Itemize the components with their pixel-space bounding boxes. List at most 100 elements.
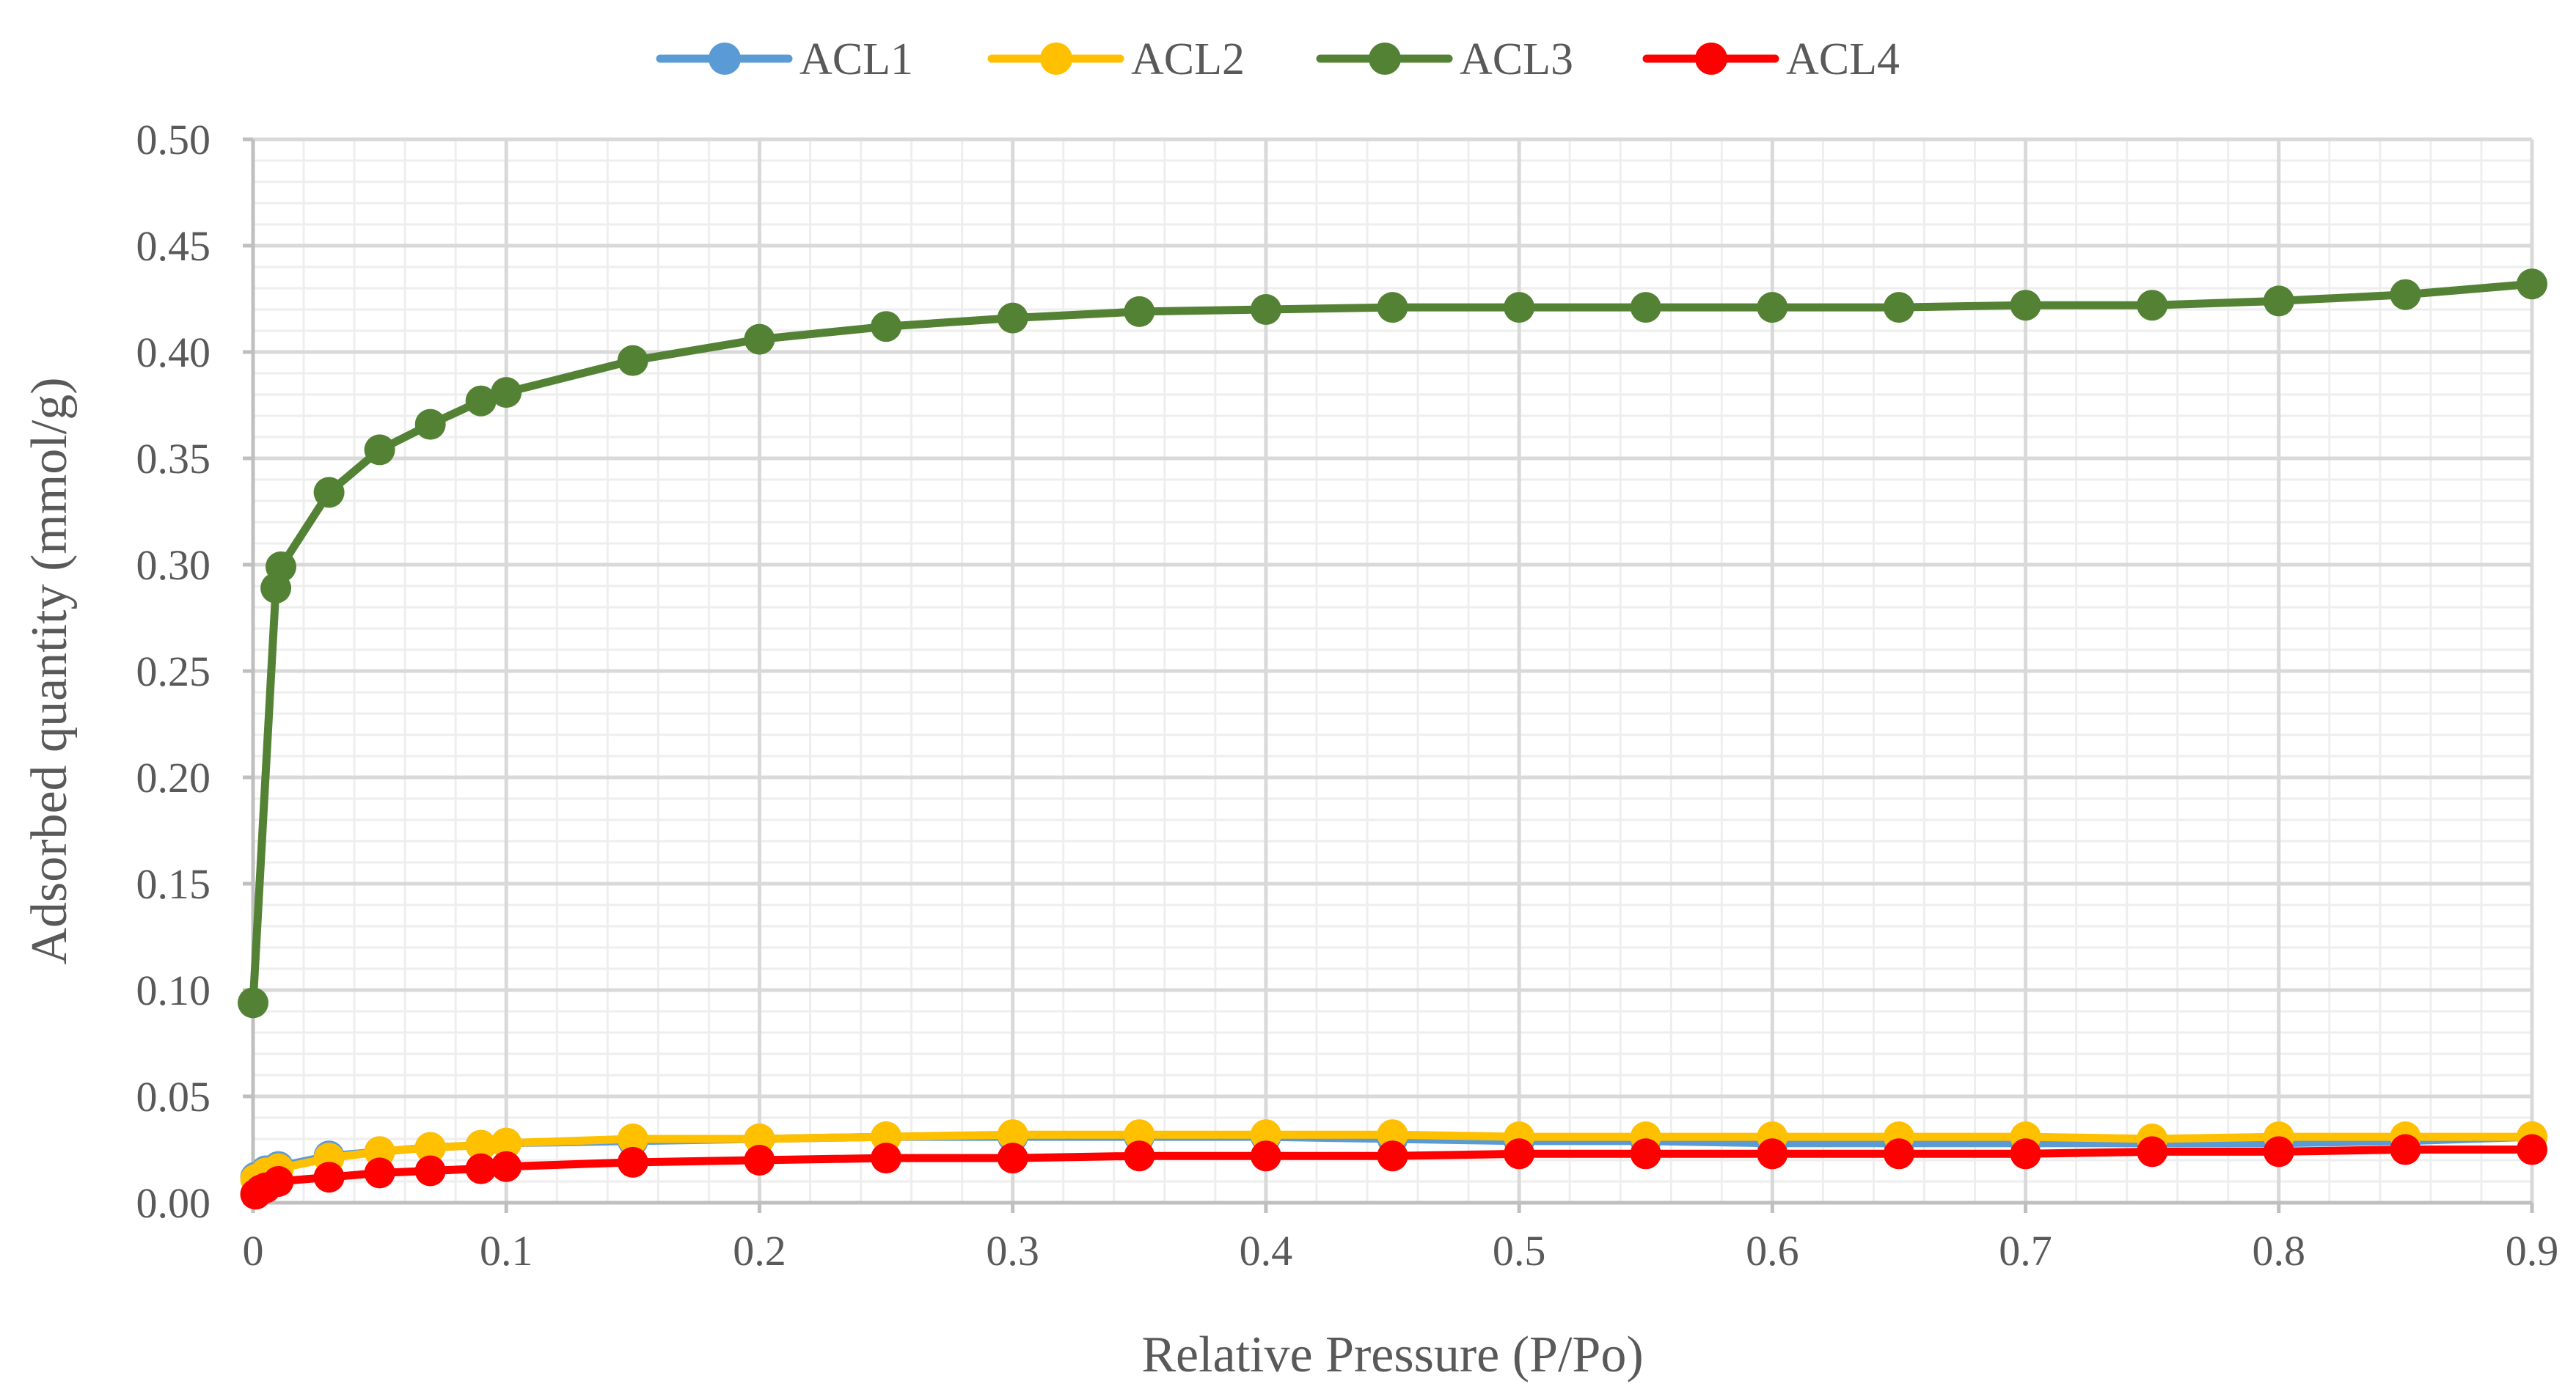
x-tick-label: 0.6 [1746,1227,1799,1275]
y-tick-label: 0.10 [136,967,211,1014]
data-point-acl4 [2390,1134,2421,1165]
data-point-acl3 [465,385,497,417]
data-point-acl4 [744,1145,775,1176]
data-point-acl2 [1250,1119,1281,1151]
data-point-acl4 [1883,1138,1914,1170]
series-acl4 [240,1134,2547,1210]
data-point-acl3 [414,408,446,440]
data-point-acl2 [491,1127,522,1159]
y-tick-label: 0.00 [136,1179,211,1227]
data-series [238,268,2547,1210]
y-tick-label: 0.40 [136,329,211,376]
series-line-acl3 [249,279,2536,1007]
data-point-acl4 [1377,1140,1408,1172]
data-point-acl4 [1124,1140,1155,1172]
data-point-acl4 [2263,1136,2294,1168]
legend-item-acl2: ACL2 [987,34,1245,84]
x-tick-label: 0.9 [2506,1227,2559,1275]
data-point-acl2 [1377,1119,1408,1151]
data-point-acl4 [2137,1136,2168,1168]
data-point-acl3 [1124,296,1155,327]
data-point-acl4 [263,1166,294,1197]
data-point-acl3 [364,434,395,466]
data-point-acl2 [364,1136,395,1168]
legend-label: ACL4 [1786,34,1900,84]
data-point-acl3 [491,377,522,408]
legend-label: ACL3 [1460,34,1573,84]
data-point-acl3 [1630,292,1661,323]
legend-swatch-marker [1040,43,1072,75]
data-point-acl4 [997,1143,1028,1174]
data-point-acl4 [364,1157,395,1189]
data-point-acl3 [1377,292,1408,323]
y-tick-label: 0.25 [136,648,211,695]
legend-swatch-marker [1695,43,1727,75]
data-point-acl3 [997,302,1028,334]
data-point-acl4 [617,1146,648,1178]
x-tick-label: 0 [243,1227,264,1275]
x-tick-labels: 0 0.1 0.2 0.3 0.4 0.5 0.6 0.7 0.8 0.9 [243,1227,2559,1275]
data-point-acl4 [313,1162,345,1193]
series-acl3 [238,268,2547,1019]
y-tick-labels: 0.00 0.05 0.10 0.15 0.20 0.25 0.30 0.35 0.40 0.45… [136,116,211,1227]
data-point-acl3 [2517,268,2547,300]
y-tick-label: 0.50 [136,116,211,164]
data-point-acl2 [414,1132,446,1163]
data-point-acl2 [997,1119,1028,1151]
data-point-acl3 [1757,292,1788,323]
legend-item-acl3: ACL3 [1316,34,1573,84]
data-point-acl4 [1630,1138,1661,1170]
data-point-acl3 [744,323,775,355]
x-tick-label: 0.1 [480,1227,533,1275]
data-point-acl3 [1883,292,1914,323]
data-point-acl3 [2263,285,2294,317]
x-tick-label: 0.3 [986,1227,1039,1275]
x-tick-label: 0.8 [2253,1227,2306,1275]
data-point-acl2 [465,1129,497,1161]
axes [243,137,2534,1213]
data-point-acl2 [871,1121,902,1153]
data-point-acl2 [1124,1119,1155,1151]
data-point-acl4 [1250,1140,1281,1172]
y-tick-label: 0.20 [136,754,211,802]
legend-swatch-marker [1369,43,1401,75]
x-tick-label: 0.4 [1240,1227,1293,1275]
y-tick-label: 0.35 [136,435,211,483]
y-tick-label: 0.45 [136,222,211,270]
x-tick-label: 0.7 [1999,1227,2052,1275]
x-axis-title: Relative Pressure (P/Po) [1141,1327,1643,1383]
data-point-acl3 [2390,279,2421,310]
data-point-acl3 [2010,290,2041,321]
legend-swatch-marker [709,43,741,75]
y-axis-title: Adsorbed quantity (mmol/g) [21,377,78,964]
legend-label: ACL1 [799,34,913,84]
legend-item-acl4: ACL4 [1642,34,1900,84]
data-point-acl3 [1504,292,1535,323]
data-point-acl4 [1504,1138,1535,1170]
data-point-acl4 [1757,1138,1788,1170]
x-tick-label: 0.5 [1493,1227,1546,1275]
data-point-acl4 [491,1151,522,1182]
data-point-acl3 [266,551,296,582]
data-point-acl4 [465,1153,497,1184]
x-tick-label: 0.2 [733,1227,786,1275]
legend-item-acl1: ACL1 [656,34,913,84]
data-point-acl3 [313,477,345,508]
y-tick-label: 0.30 [136,541,211,589]
data-point-acl2 [744,1124,775,1154]
data-point-acl3 [2137,290,2168,321]
legend-label: ACL2 [1131,34,1245,84]
y-tick-label: 0.15 [136,860,211,908]
data-point-acl4 [2517,1134,2547,1165]
data-point-acl4 [2010,1138,2041,1170]
data-point-acl2 [617,1124,648,1154]
data-point-acl3 [238,987,268,1019]
data-point-acl4 [871,1143,902,1174]
y-tick-label: 0.05 [136,1073,211,1121]
legend: ACL1 ACL2 ACL3 ACL4 [656,34,1900,84]
data-point-acl3 [871,311,902,342]
data-point-acl3 [1250,294,1281,325]
data-point-acl4 [414,1155,446,1187]
data-point-acl3 [617,345,648,376]
